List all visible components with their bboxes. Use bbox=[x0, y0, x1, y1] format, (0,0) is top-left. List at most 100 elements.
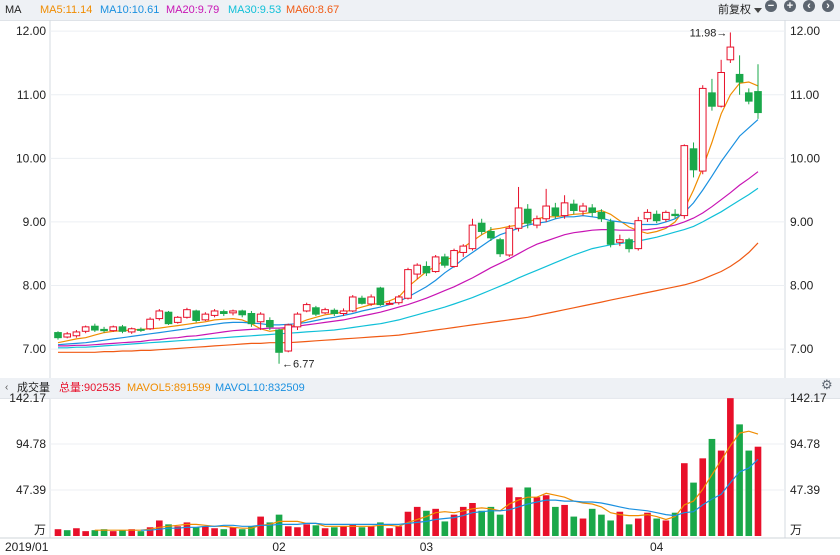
candle-body bbox=[514, 207, 523, 229]
candle-body bbox=[450, 250, 458, 267]
candle-body bbox=[551, 207, 560, 217]
volume-bar bbox=[100, 529, 108, 536]
volume-header: ‹ 成交量 总量:902535 MAVOL5:891599 MAVOL10:83… bbox=[0, 378, 840, 399]
volume-bar bbox=[432, 508, 439, 536]
plus-icon[interactable]: + bbox=[784, 0, 796, 12]
candle-body bbox=[606, 221, 615, 245]
price-y-tick-label-left: 10.00 bbox=[16, 151, 46, 165]
volume-bar bbox=[552, 506, 559, 536]
candle-body bbox=[579, 205, 587, 212]
candle-body bbox=[533, 218, 541, 226]
candle-body bbox=[219, 311, 228, 314]
volume-y-tick-label-left: 142.17 bbox=[9, 391, 46, 405]
price-y-tick-label-left: 11.00 bbox=[17, 88, 46, 102]
candle-body bbox=[634, 220, 643, 250]
volume-bar bbox=[91, 530, 99, 536]
price-y-tick-label-right: 11.00 bbox=[790, 88, 819, 102]
ma60-line bbox=[58, 242, 759, 353]
volume-bar bbox=[202, 526, 209, 536]
volume-bar bbox=[423, 510, 430, 536]
candle-body bbox=[164, 311, 173, 325]
candle-body bbox=[100, 328, 108, 332]
collapse-icon[interactable]: ‹ bbox=[5, 382, 9, 393]
volume-bar bbox=[699, 458, 707, 536]
volume-bar bbox=[413, 506, 421, 536]
volume-bar bbox=[662, 520, 670, 536]
price-y-tick-label-left: 8.00 bbox=[23, 279, 47, 293]
volume-bar bbox=[478, 510, 485, 536]
x-tick-label: 03 bbox=[420, 540, 434, 554]
candle-body bbox=[431, 256, 440, 273]
volume-y-tick-label-right: 142.17 bbox=[790, 391, 827, 405]
ma10-label: MA10:10.61 bbox=[100, 4, 160, 16]
volume-bar bbox=[229, 527, 237, 536]
volume-bar bbox=[487, 506, 495, 536]
candle-body bbox=[459, 245, 468, 253]
volume-bar bbox=[331, 527, 338, 536]
volume-title: 成交量 bbox=[17, 382, 50, 394]
candle-body bbox=[376, 287, 385, 306]
candle-body bbox=[413, 264, 422, 275]
volume-bar bbox=[284, 526, 292, 536]
candle-body bbox=[744, 92, 753, 102]
candle-body bbox=[588, 207, 597, 213]
volume-bar bbox=[681, 463, 688, 536]
candle-body bbox=[321, 309, 329, 314]
volume-bar bbox=[312, 525, 320, 536]
candle-body bbox=[652, 213, 661, 222]
volume-bar bbox=[156, 520, 163, 536]
volume-bar bbox=[607, 520, 614, 536]
candle-body bbox=[717, 72, 725, 107]
volume-y-tick-label-right: 47.39 bbox=[790, 483, 820, 497]
candle-body bbox=[735, 73, 744, 83]
ma20-label: MA20:9.79 bbox=[166, 4, 220, 16]
adjust-dropdown[interactable]: 前复权 bbox=[718, 0, 762, 20]
candle-body bbox=[302, 304, 311, 312]
volume-bar bbox=[137, 531, 145, 536]
candle-body bbox=[146, 318, 154, 330]
candle-body bbox=[385, 302, 394, 305]
candle-body bbox=[330, 309, 339, 314]
candle-body bbox=[542, 205, 550, 220]
volume-bar bbox=[238, 529, 246, 536]
candle-body bbox=[487, 230, 495, 239]
candle-body bbox=[569, 203, 578, 211]
candle-body bbox=[698, 87, 707, 172]
candle-body bbox=[118, 326, 127, 332]
mavol5-line bbox=[94, 430, 759, 531]
volume-bar bbox=[506, 487, 513, 536]
total-volume-label: 总量:902535 bbox=[59, 382, 121, 394]
candle-body bbox=[63, 333, 72, 338]
ma20-line bbox=[58, 171, 759, 347]
volume-bar bbox=[570, 516, 578, 536]
indicator-title[interactable]: MA bbox=[5, 4, 22, 16]
volume-bar bbox=[109, 531, 117, 536]
volume-bar bbox=[441, 521, 449, 536]
volume-bar bbox=[727, 398, 734, 536]
volume-bar bbox=[294, 527, 301, 536]
volume-bar bbox=[542, 495, 550, 536]
price-y-tick-label-left: 12.00 bbox=[16, 24, 46, 38]
arrow-right-icon[interactable]: › bbox=[822, 0, 834, 12]
gear-icon[interactable]: ⚙ bbox=[821, 377, 833, 392]
candle-body bbox=[708, 92, 716, 107]
price-y-tick-label-right: 7.00 bbox=[790, 342, 814, 356]
volume-bar bbox=[644, 512, 651, 536]
volume-bar bbox=[533, 497, 541, 536]
candle-body bbox=[496, 239, 504, 255]
volume-bar bbox=[211, 528, 218, 536]
arrow-left-icon[interactable]: ‹ bbox=[803, 0, 815, 12]
volume-bar bbox=[634, 518, 642, 536]
volume-bar bbox=[82, 531, 89, 536]
minus-icon[interactable]: − bbox=[765, 0, 777, 12]
mavol5-label: MAVOL5:891599 bbox=[127, 382, 211, 394]
volume-bar bbox=[690, 482, 697, 536]
candle-body bbox=[183, 309, 191, 318]
volume-bar bbox=[266, 522, 274, 536]
mavol10-label: MAVOL10:832509 bbox=[215, 382, 305, 394]
high-price-annotation: 11.98→ bbox=[690, 27, 728, 39]
candle-body bbox=[127, 328, 136, 333]
candle-body bbox=[754, 91, 762, 114]
volume-bar bbox=[377, 522, 384, 536]
